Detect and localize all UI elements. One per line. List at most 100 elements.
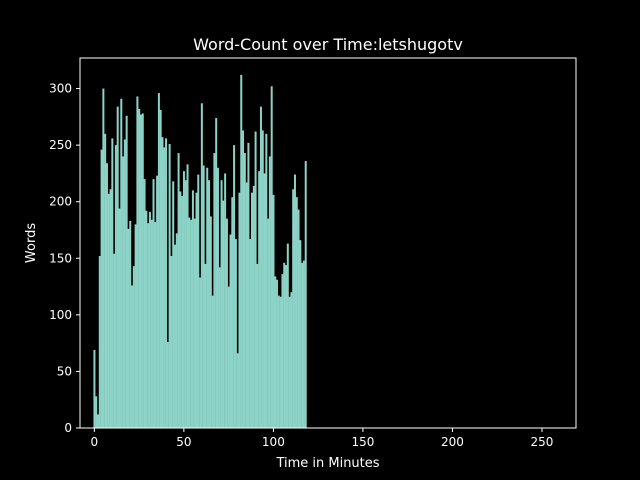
bar (274, 276, 277, 428)
bar (113, 253, 116, 428)
bar (202, 165, 205, 428)
bar (118, 208, 121, 428)
bar (263, 173, 266, 428)
bar (127, 228, 130, 428)
bar (136, 96, 139, 428)
bar (152, 179, 155, 428)
bar (107, 193, 110, 428)
bar (184, 180, 187, 428)
bar (301, 262, 304, 428)
bar (272, 194, 275, 428)
bar (234, 239, 237, 428)
bar (116, 106, 119, 429)
bar (254, 131, 257, 428)
bar (141, 113, 144, 429)
y-tick-label: 100 (49, 308, 72, 322)
bar (293, 174, 296, 428)
bar (285, 265, 288, 428)
bar (97, 414, 100, 428)
bar (182, 171, 185, 428)
bar (297, 209, 300, 428)
bar (131, 285, 134, 428)
bar (199, 277, 202, 428)
bar (292, 189, 295, 428)
chart-title: Word-Count over Time:letshugotv (193, 35, 463, 54)
bar (150, 219, 153, 428)
bar (242, 130, 245, 429)
bar (270, 86, 273, 428)
bar (156, 175, 159, 428)
bar (290, 292, 293, 428)
bar (147, 223, 150, 428)
bar (166, 342, 169, 428)
bar (277, 295, 280, 428)
bar (252, 185, 255, 428)
x-axis-label: Time in Minutes (275, 456, 379, 471)
plot-frame (79, 57, 577, 429)
bar (299, 240, 302, 428)
bar (139, 114, 142, 428)
bar (288, 296, 291, 428)
y-axis-ticks: 0 50 100 150 200 250 300 (49, 82, 80, 435)
bar (181, 196, 184, 428)
bar (238, 192, 241, 428)
bar (161, 137, 164, 428)
bar (211, 295, 214, 428)
bar (148, 211, 151, 428)
bar (134, 224, 137, 428)
bar (216, 167, 219, 428)
bar (295, 197, 298, 428)
bar (191, 190, 194, 428)
x-tick-label: 50 (176, 435, 191, 449)
bar (104, 133, 107, 428)
y-tick-label: 0 (64, 421, 72, 435)
bar (154, 222, 157, 428)
bar (224, 173, 227, 428)
bar (95, 396, 98, 428)
bar (163, 147, 166, 429)
y-tick-label: 50 (57, 364, 72, 378)
bar (233, 145, 236, 429)
bar (165, 138, 168, 428)
bar (268, 156, 271, 428)
bar (283, 262, 286, 428)
bar (208, 180, 211, 428)
bar (177, 153, 180, 428)
bar (114, 145, 117, 429)
bar (304, 160, 307, 428)
bar (109, 189, 112, 428)
x-tick-label: 100 (262, 435, 285, 449)
bar (204, 263, 207, 428)
bar (209, 216, 212, 428)
bar (222, 200, 225, 428)
bar (159, 110, 162, 429)
y-tick-label: 150 (49, 251, 72, 265)
bar (247, 142, 250, 429)
bar (286, 243, 289, 428)
bar (251, 192, 253, 428)
bar (267, 218, 270, 428)
x-tick-label: 0 (91, 435, 99, 449)
bar (172, 181, 175, 428)
bar (245, 182, 248, 428)
bar (200, 103, 203, 428)
bar (174, 244, 176, 428)
x-axis-ticks: 0 50 100 150 200 250 (91, 428, 554, 449)
bar (225, 218, 228, 428)
x-tick-label: 200 (441, 435, 464, 449)
bar (276, 279, 279, 428)
bar (256, 263, 259, 428)
bar (157, 93, 160, 429)
bar (143, 179, 146, 428)
bar (243, 153, 246, 428)
bars-group (93, 74, 307, 429)
bar (195, 192, 198, 428)
bar (138, 108, 141, 429)
bar (218, 267, 221, 428)
bar (258, 171, 261, 428)
bar (259, 106, 262, 429)
bar (145, 210, 148, 428)
x-tick-label: 250 (531, 435, 554, 449)
bar (122, 156, 125, 428)
bar (302, 260, 305, 428)
